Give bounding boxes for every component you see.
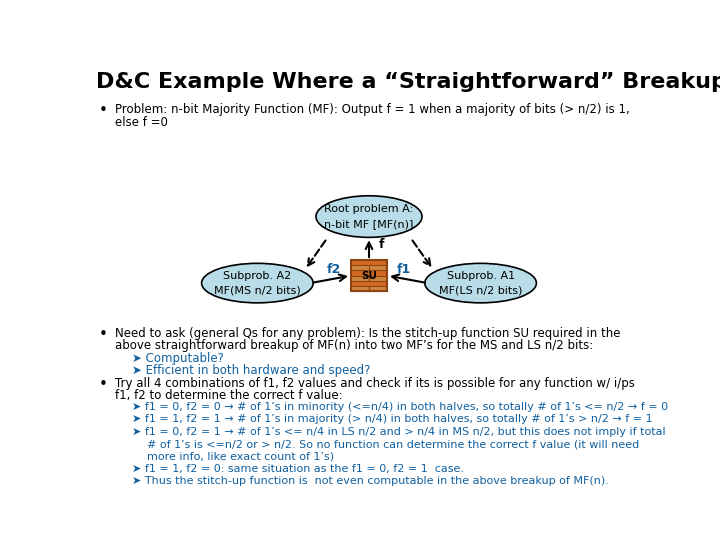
Text: Subprob. A2: Subprob. A2 [223,271,292,281]
Text: above straightforward breakup of MF(n) into two MF’s for the MS and LS n/2 bits:: above straightforward breakup of MF(n) i… [115,339,593,352]
Text: ➤ f1 = 1, f2 = 1 → # of 1’s in majority (> n/4) in both halves, so totally # of : ➤ f1 = 1, f2 = 1 → # of 1’s in majority … [132,414,652,424]
Text: f: f [379,238,384,251]
Text: more info, like exact count of 1’s): more info, like exact count of 1’s) [148,451,335,462]
Bar [351,281,387,286]
Text: n-bit MF [MF(n)]: n-bit MF [MF(n)] [324,219,414,229]
Bar [351,265,387,271]
Text: # of 1’s is <=n/2 or > n/2. So no function can determine the correct f value (it: # of 1’s is <=n/2 or > n/2. So no functi… [148,439,640,449]
Text: Root problem A:: Root problem A: [325,204,413,214]
Text: ➤ Computable?: ➤ Computable? [132,352,224,365]
Text: ➤ f1 = 0, f2 = 0 → # of 1’s in minority (<=n/4) in both halves, so totally # of : ➤ f1 = 0, f2 = 0 → # of 1’s in minority … [132,402,668,411]
Text: ➤ f1 = 0, f2 = 1 → # of 1’s <= n/4 in LS n/2 and > n/4 in MS n/2, but this does : ➤ f1 = 0, f2 = 1 → # of 1’s <= n/4 in LS… [132,427,665,436]
Text: Problem: n-bit Majority Function (MF): Output f = 1 when a majority of bits (> n: Problem: n-bit Majority Function (MF): O… [115,103,630,116]
Text: D&C Example Where a “Straightforward” Breakup Does Not Work: D&C Example Where a “Straightforward” Br… [96,72,720,92]
Text: •: • [99,327,107,342]
Ellipse shape [202,264,313,303]
Text: Need to ask (general Qs for any problem): Is the stitch-up function SU required : Need to ask (general Qs for any problem)… [115,327,621,340]
Text: Try all 4 combinations of f1, f2 values and check if its is possible for any fun: Try all 4 combinations of f1, f2 values … [115,377,635,390]
Text: ➤ f1 = 1, f2 = 0: same situation as the f1 = 0, f2 = 1  case.: ➤ f1 = 1, f2 = 0: same situation as the … [132,464,464,474]
Text: f1, f2 to determine the correct f value:: f1, f2 to determine the correct f value: [115,389,343,402]
Text: f2: f2 [327,263,341,276]
Bar [351,275,387,281]
Text: else f =0: else f =0 [115,116,168,129]
Ellipse shape [316,196,422,238]
Ellipse shape [425,264,536,303]
Text: •: • [99,377,107,392]
Text: SU: SU [361,271,377,281]
Bar [351,260,387,265]
Text: MF(MS n/2 bits): MF(MS n/2 bits) [214,286,301,295]
Text: •: • [99,103,107,118]
Text: ➤ Efficient in both hardware and speed?: ➤ Efficient in both hardware and speed? [132,364,370,377]
Text: f1: f1 [397,263,411,276]
Text: MF(LS n/2 bits): MF(LS n/2 bits) [439,286,522,295]
Text: ➤ Thus the stitch-up function is  not even computable in the above breakup of MF: ➤ Thus the stitch-up function is not eve… [132,476,608,487]
Text: Subprob. A1: Subprob. A1 [446,271,515,281]
Bar [351,286,387,291]
Bar [351,271,387,275]
